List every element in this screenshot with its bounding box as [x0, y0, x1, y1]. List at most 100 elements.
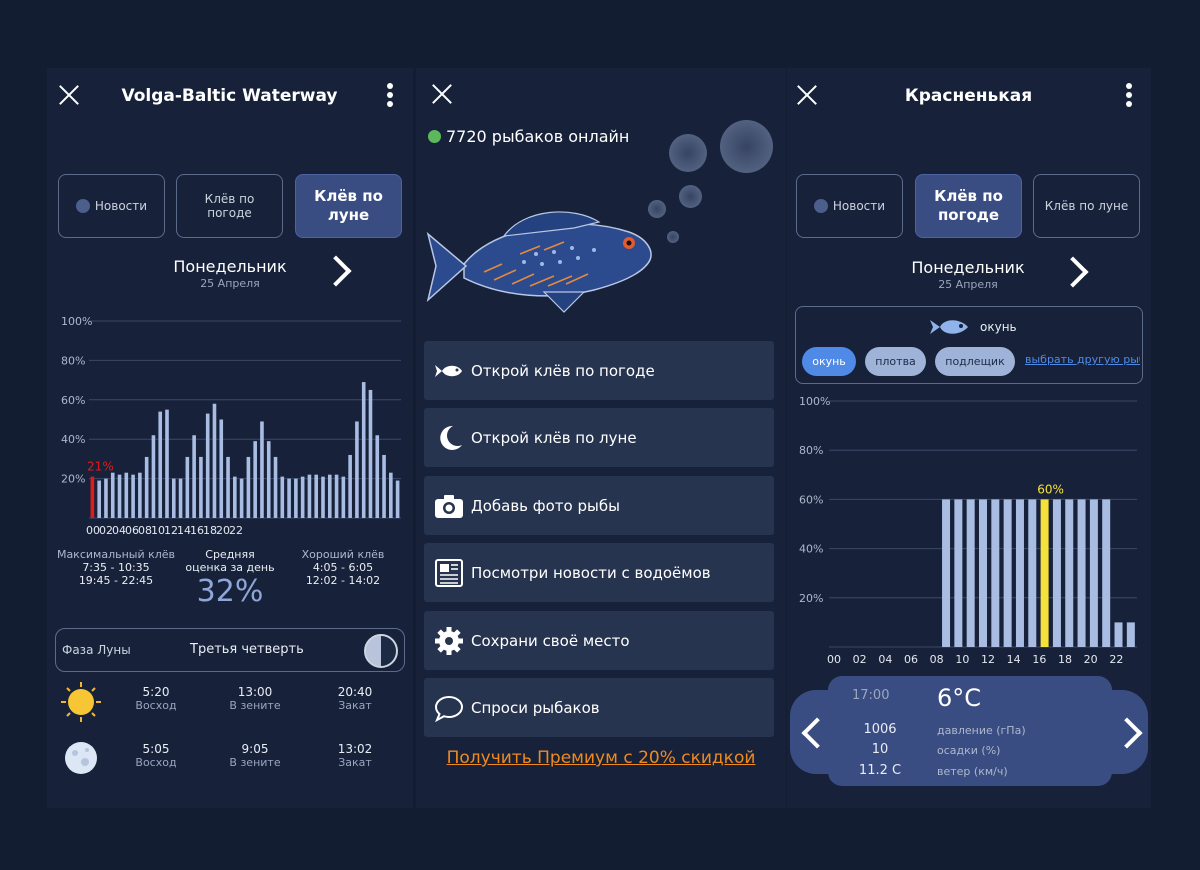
chart-bar — [192, 435, 196, 518]
sunset-label: Закат — [338, 699, 372, 712]
close-icon[interactable] — [56, 82, 82, 108]
chart-bar — [979, 499, 987, 647]
camera-icon — [434, 492, 464, 520]
x-tick-label: 22 — [229, 524, 243, 537]
y-tick-label: 40% — [799, 543, 823, 556]
chart-bar — [314, 474, 319, 518]
sun-times-row: 5:20 Восход 13:00 В зените 20:40 Закат — [47, 680, 413, 730]
max-bite-range: 19:45 - 22:45 — [78, 574, 154, 587]
chart-bar — [212, 403, 217, 518]
menu-news[interactable]: Посмотри новости с водоёмов — [424, 543, 774, 602]
sunrise-time: 5:20 — [142, 685, 170, 699]
fish-pill-bream[interactable]: подлещик — [935, 347, 1015, 376]
x-tick-label: 06 — [904, 653, 918, 666]
selected-fish-name: окунь — [980, 320, 1017, 334]
x-tick-label: 22 — [1109, 653, 1123, 666]
sunrise: 5:20 Восход — [116, 685, 196, 713]
good-bite-label: Хороший клёв — [301, 548, 385, 561]
moon-zenith-label: В зените — [229, 756, 281, 769]
more-menu-icon[interactable] — [386, 83, 394, 109]
x-tick-label: 16 — [1032, 653, 1046, 666]
menu-weather-bite[interactable]: Открой клёв по погоде — [424, 341, 774, 400]
chart-bar — [334, 474, 339, 518]
chart-bar — [341, 476, 346, 518]
tab-moon-bite[interactable]: Клёв по луне — [295, 174, 402, 238]
tab-news[interactable]: Новости — [796, 174, 903, 238]
chart-bar — [368, 389, 373, 518]
tab-label: Новости — [832, 199, 886, 213]
bubble-icon — [720, 120, 773, 173]
highlight-value-label: 60% — [1037, 482, 1064, 496]
chart-bar — [327, 474, 332, 518]
good-bite-range: 12:02 - 14:02 — [305, 574, 381, 587]
menu-moon-bite[interactable]: Открой клёв по луне — [424, 408, 774, 467]
main-menu-screen: 7720 рыбаков онлайн Открой клёв по погод… — [416, 68, 786, 808]
chart-bar — [355, 421, 359, 518]
y-tick-label: 20% — [799, 592, 823, 605]
chart-bar — [1065, 499, 1074, 647]
chart-bar — [260, 421, 264, 518]
moon-phase-icon — [364, 634, 398, 668]
pressure-label: давление (гПа) — [937, 724, 1026, 737]
tab-news[interactable]: Новости — [58, 174, 165, 238]
x-tick-label: 12 — [981, 653, 995, 666]
fish-selector: окунь окунь плотва подлещик выбрать друг… — [795, 306, 1143, 384]
tab-weather-bite[interactable]: Клёв по погоде — [915, 174, 1022, 238]
chart-bar — [1114, 622, 1123, 647]
bubble-icon — [669, 134, 707, 172]
chart-bar — [165, 409, 169, 518]
fish-pill-roach[interactable]: плотва — [865, 347, 926, 376]
chart-bar — [158, 411, 163, 518]
menu-save-place[interactable]: Сохрани своё место — [424, 611, 774, 670]
menu-label: Добавь фото рыбы — [471, 496, 620, 515]
fish-pill-perch[interactable]: окунь — [802, 347, 856, 376]
x-tick-label: 20 — [1084, 653, 1098, 666]
chart-bar — [1003, 499, 1012, 647]
x-tick-label: 02 — [853, 653, 867, 666]
tab-weather-bite[interactable]: Клёв по погоде — [176, 174, 283, 238]
fish-icon — [930, 320, 968, 334]
menu-ask-fishers[interactable]: Спроси рыбаков — [424, 678, 774, 737]
premium-promo-link[interactable]: Получить Премиум с 20% скидкой — [446, 748, 756, 768]
tab-moon-bite[interactable]: Клёв по луне — [1033, 174, 1140, 238]
moon-bite-screen: Volga-Baltic Waterway Новости Клёв по по… — [47, 68, 413, 808]
chat-bubble-icon — [434, 694, 464, 722]
close-icon[interactable] — [794, 82, 820, 108]
wind-value: 11.2 С — [858, 763, 902, 778]
x-tick-label: 12 — [164, 524, 178, 537]
more-menu-icon[interactable] — [1125, 83, 1133, 109]
sun-zenith-time: 13:00 — [237, 685, 273, 699]
chart-bar — [144, 456, 149, 518]
choose-other-fish-link[interactable]: выбрать другую рыбу — [1025, 353, 1140, 366]
chart-bar — [239, 478, 244, 518]
x-tick-label: 04 — [878, 653, 892, 666]
chart-bar — [1089, 499, 1098, 647]
chart-bar — [1126, 622, 1135, 647]
moon-zenith: 9:05 В зените — [215, 742, 295, 770]
fish-illustration — [426, 211, 652, 313]
x-tick-label: 18 — [1058, 653, 1072, 666]
bubble-icon — [679, 185, 702, 208]
y-tick-label: 20% — [61, 473, 85, 486]
x-tick-label: 14 — [1007, 653, 1021, 666]
newspaper-icon — [434, 558, 464, 587]
y-tick-label: 60% — [61, 394, 85, 407]
x-tick-label: 08 — [930, 653, 944, 666]
moon-zenith-time: 9:05 — [241, 742, 269, 756]
menu-label: Посмотри новости с водоёмов — [471, 563, 711, 582]
sunset: 20:40 Закат — [315, 686, 395, 713]
menu-add-photo[interactable]: Добавь фото рыбы — [424, 476, 774, 535]
highlighted-bar — [90, 476, 95, 518]
moon-phase-value: Третья четверть — [190, 642, 304, 657]
menu-label: Сохрани своё место — [471, 631, 630, 650]
chart-bar — [395, 480, 400, 518]
chart-bar — [280, 476, 285, 518]
x-tick-label: 18 — [203, 524, 217, 537]
chart-bar — [131, 474, 135, 518]
weather-time: 17:00 — [852, 688, 890, 703]
max-bite-range: 7:35 - 10:35 — [82, 561, 150, 574]
weather-temp: 6°C — [937, 684, 982, 712]
page-title: Volga-Baltic Waterway — [121, 86, 338, 106]
sun-icon — [61, 682, 101, 722]
close-icon[interactable] — [429, 81, 455, 107]
